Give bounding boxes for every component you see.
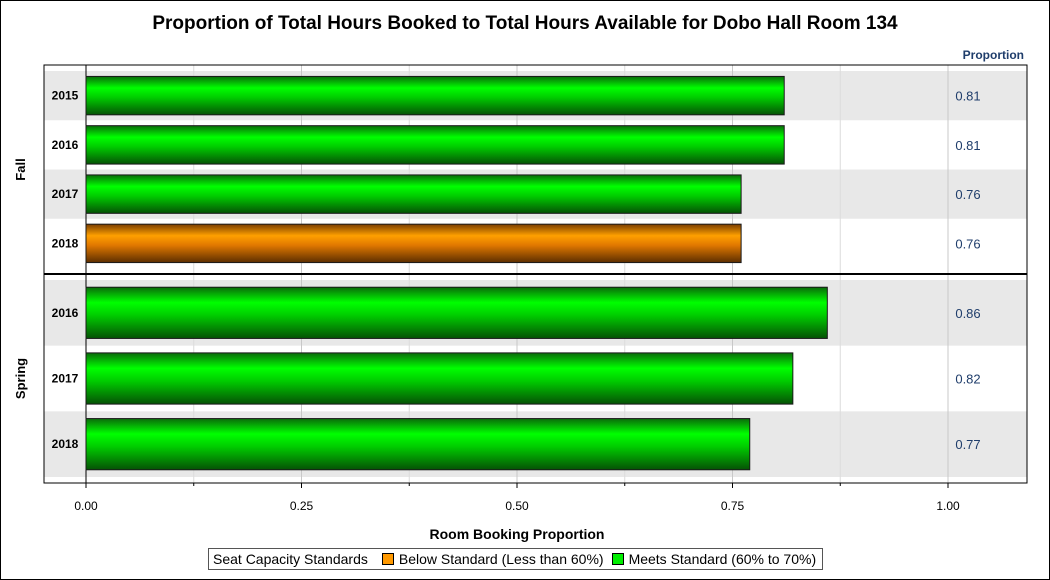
- chart-title: Proportion of Total Hours Booked to Tota…: [152, 13, 898, 34]
- bar-fall-2016: [85, 125, 785, 165]
- category-label: 2017: [52, 187, 79, 201]
- value-label: 0.86: [955, 306, 980, 321]
- category-label: 2016: [52, 306, 79, 320]
- legend-swatch-meets: [611, 553, 624, 565]
- bars: [85, 75, 828, 471]
- bar-spring-2016: [85, 286, 828, 339]
- value-label: 0.76: [955, 187, 980, 202]
- legend: Seat Capacity Standards Below Standard (…: [208, 548, 824, 570]
- legend-item-below: Below Standard (Less than 60%): [381, 551, 604, 567]
- labels: 0.00 0.25 0.50 0.75 1.00 2015 0.81 2016 0.81 2017…: [13, 89, 981, 513]
- legend-label-below: Below Standard (Less than 60%): [398, 551, 604, 567]
- x-tick-label: 0.75: [721, 499, 745, 513]
- x-tick-label: 0.50: [505, 499, 529, 513]
- group-label-fall: Fall: [13, 158, 28, 180]
- x-tick-label: 1.00: [936, 499, 960, 513]
- x-tick-label: 0.25: [290, 499, 314, 513]
- x-axis-title: Room Booking Proportion: [430, 526, 605, 542]
- value-label: 0.81: [955, 138, 980, 153]
- group-label-spring: Spring: [13, 358, 28, 399]
- x-tick-label: 0.00: [74, 499, 98, 513]
- category-label: 2018: [52, 236, 79, 250]
- category-label: 2016: [52, 138, 79, 152]
- value-label: 0.76: [955, 236, 980, 251]
- bar-fall-2018: [85, 223, 742, 264]
- bar-spring-2017: [85, 352, 794, 405]
- value-label: 0.82: [955, 372, 980, 387]
- category-label: 2017: [52, 372, 79, 386]
- value-label: 0.77: [955, 437, 980, 452]
- legend-label-meets: Meets Standard (60% to 70%): [628, 551, 817, 567]
- value-label: 0.81: [955, 89, 980, 104]
- bar-spring-2018: [85, 418, 751, 471]
- legend-title: Seat Capacity Standards: [213, 551, 368, 567]
- legend-swatch-below: [381, 553, 394, 565]
- category-label: 2015: [52, 89, 79, 103]
- bar-fall-2015: [85, 75, 785, 116]
- legend-item-meets: Meets Standard (60% to 70%): [611, 551, 817, 567]
- value-column-header: Proportion: [963, 48, 1024, 62]
- category-label: 2018: [52, 437, 79, 451]
- bar-fall-2017: [85, 174, 742, 214]
